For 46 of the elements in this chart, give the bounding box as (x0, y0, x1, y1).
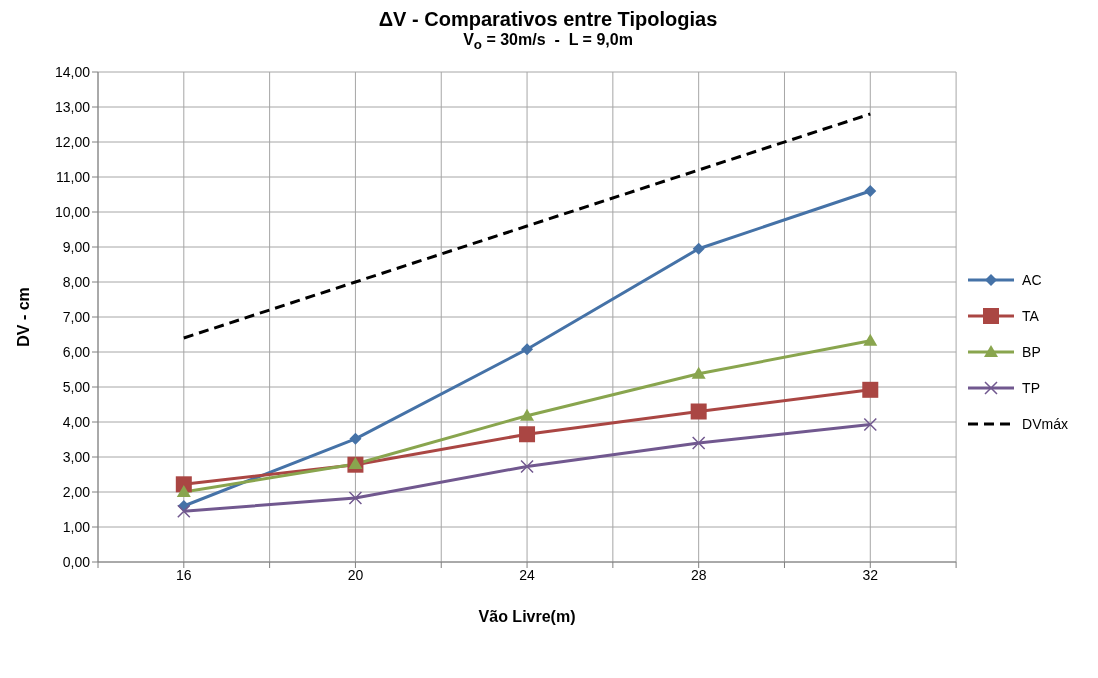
y-tick-label: 14,00 (54, 64, 91, 81)
point (692, 242, 705, 255)
y-tick-label: 5,00 (62, 379, 91, 396)
point (520, 408, 535, 421)
x-axis-title: Vão Livre(m) (478, 608, 576, 626)
y-tick-label: 8,00 (62, 274, 91, 291)
y-tick-label: 7,00 (62, 309, 91, 326)
y-tick-label: 2,00 (62, 484, 91, 501)
y-tick-label: 10,00 (54, 204, 91, 221)
y-tick-label: 6,00 (62, 344, 91, 361)
point (176, 485, 191, 498)
legend-label: BP (1022, 344, 1041, 361)
point (863, 333, 878, 346)
legend-label: TA (1022, 308, 1039, 325)
y-tick-label: 4,00 (62, 414, 91, 431)
point (519, 426, 536, 443)
point (521, 343, 534, 356)
line-series (182, 112, 872, 340)
point (864, 185, 877, 198)
y-tick-label: 1,00 (62, 519, 91, 536)
x-tick-label: 20 (347, 567, 364, 584)
point (520, 459, 534, 474)
point (349, 432, 362, 445)
y-tick-label: 9,00 (62, 239, 91, 256)
point (691, 436, 706, 450)
chart-subtitle: V$_{o}$ = 30m/s - L = 9,0m (462, 31, 634, 53)
point (862, 381, 879, 398)
y-axis-title: DV - cm (14, 287, 32, 347)
legend-label: TP (1022, 380, 1040, 397)
y-tick-label: 3,00 (62, 449, 91, 466)
point (691, 366, 706, 379)
x-tick-label: 24 (519, 567, 536, 584)
legend-label: AC (1022, 272, 1042, 289)
point (348, 491, 363, 505)
x-tick-label: 16 (176, 567, 192, 584)
legend-label: DVmáx (1022, 416, 1068, 433)
y-tick-label: 12,00 (54, 134, 91, 151)
y-tick-label: 0,00 (62, 554, 91, 571)
y-tick-label: 13,00 (54, 99, 91, 116)
x-tick-label: 28 (690, 567, 707, 584)
point (863, 417, 878, 432)
x-tick-label: 32 (862, 567, 879, 584)
point (177, 504, 191, 519)
point (690, 403, 707, 420)
chart-title: ΔV - Comparativos entre Tipologias (377, 8, 719, 31)
y-tick-label: 11,00 (56, 169, 91, 186)
